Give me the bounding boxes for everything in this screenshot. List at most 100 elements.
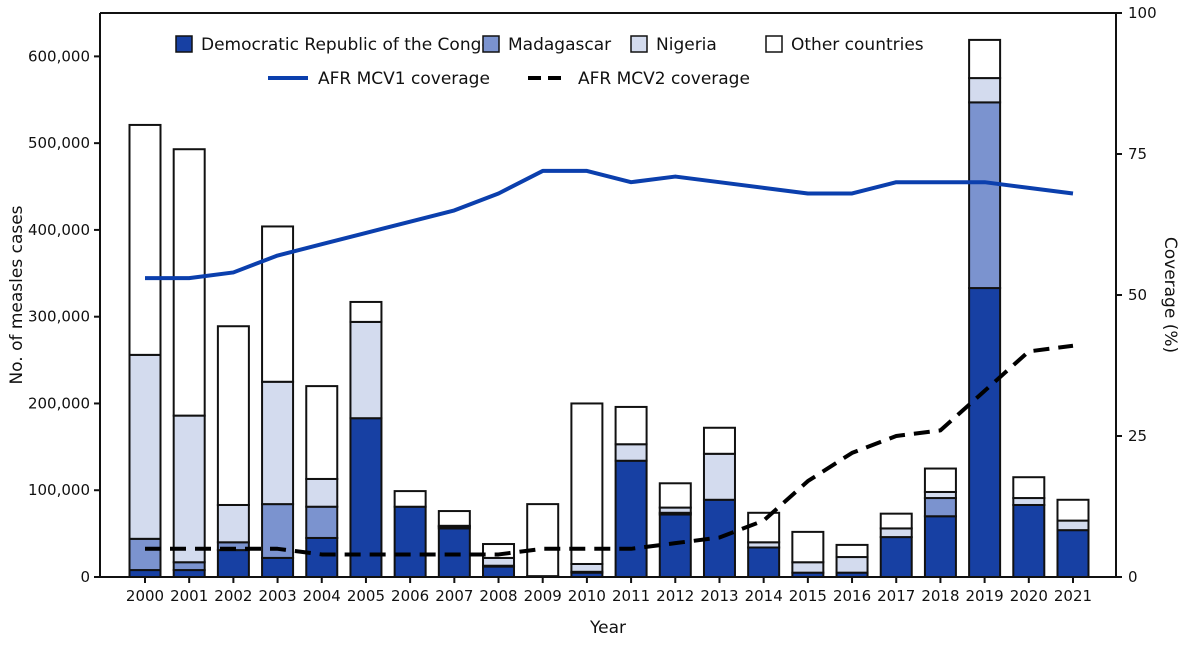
bar-segment-democratic-republic-of-the-congo-2003 [261, 556, 295, 578]
y2-tick-label: 25 [1128, 427, 1147, 445]
bar-segment-madagascar-2004 [305, 505, 339, 539]
bar-segment-democratic-republic-of-the-congo-2002 [216, 549, 250, 579]
bar-segment-democratic-republic-of-the-congo-2004 [305, 536, 339, 579]
bar-segment-madagascar-2019 [968, 101, 1002, 290]
legend-label: AFR MCV1 coverage [318, 69, 490, 89]
legend-label: Other countries [791, 35, 924, 55]
bar-segment-nigeria-2004 [305, 477, 339, 508]
x-tick-label: 2004 [303, 587, 341, 605]
y2-axis-title: Coverage (%) [1160, 237, 1180, 353]
bar-segment-other-countries-2010 [570, 402, 604, 565]
y-tick-label: 400,000 [28, 221, 90, 239]
x-tick-label: 2011 [612, 587, 650, 605]
axes-layer: 0 100,000 200,000 300,000 400,000 500,000 600,… [28, 4, 1157, 605]
bar-segment-other-countries-2004 [305, 385, 339, 480]
x-tick-label: 2009 [524, 587, 562, 605]
bar-segment-nigeria-2021 [1056, 519, 1090, 532]
y2-tick-label: 50 [1128, 286, 1147, 304]
bar-segment-other-countries-2011 [614, 405, 648, 446]
x-tick-label: 2000 [126, 587, 164, 605]
legend-label: Nigeria [656, 35, 717, 55]
legend-swatch-1 [482, 35, 500, 53]
bar-segment-nigeria-2002 [216, 503, 250, 544]
x-tick-label: 2015 [789, 587, 827, 605]
bar-segment-other-countries-2005 [349, 300, 383, 323]
bars-layer [128, 38, 1090, 579]
bar-segment-democratic-republic-of-the-congo-2020 [1012, 503, 1046, 578]
bar-segment-nigeria-2016 [835, 556, 869, 574]
x-tick-label: 2017 [877, 587, 915, 605]
y-tick-label: 0 [80, 568, 90, 586]
lines-layer [145, 168, 1074, 557]
bar-segment-nigeria-2011 [614, 443, 648, 462]
bar-segment-other-countries-2013 [702, 426, 736, 455]
bar-segment-madagascar-2018 [923, 497, 957, 518]
bar-segment-democratic-republic-of-the-congo-2000 [128, 569, 162, 579]
bar-segment-other-countries-2015 [791, 530, 825, 564]
bar-segment-nigeria-2020 [1012, 497, 1046, 506]
legend-swatch-2 [630, 35, 648, 53]
bar-segment-other-countries-2018 [923, 467, 957, 493]
bar-segment-democratic-republic-of-the-congo-2018 [923, 515, 957, 578]
bar-segment-nigeria-2013 [702, 452, 736, 501]
bar-segment-other-countries-2000 [128, 123, 162, 356]
x-tick-label: 2018 [921, 587, 959, 605]
y2-tick-label: 0 [1128, 568, 1138, 586]
x-axis-title: Year [589, 618, 626, 638]
y-tick-label: 600,000 [28, 47, 90, 65]
bar-segment-democratic-republic-of-the-congo-2021 [1056, 529, 1090, 578]
bar-segment-nigeria-2015 [791, 561, 825, 574]
bar-segment-other-countries-2002 [216, 325, 250, 506]
bar-segment-democratic-republic-of-the-congo-2001 [172, 569, 206, 579]
y-tick-label: 200,000 [28, 394, 90, 412]
y-tick-label: 500,000 [28, 134, 90, 152]
bar-segment-other-countries-2014 [747, 511, 781, 544]
bar-segment-nigeria-2003 [261, 380, 295, 506]
y-axis-title: No. of measles cases [7, 205, 27, 384]
bar-segment-nigeria-2005 [349, 320, 383, 420]
mcv1-coverage-line [145, 168, 1074, 281]
x-tick-label: 2012 [656, 587, 694, 605]
x-tick-label: 2020 [1010, 587, 1048, 605]
bar-segment-other-countries-2021 [1056, 498, 1090, 522]
x-tick-label: 2001 [170, 587, 208, 605]
bar-segment-other-countries-2016 [835, 543, 869, 559]
x-tick-label: 2003 [258, 587, 296, 605]
x-tick-label: 2006 [391, 587, 429, 605]
bar-segment-democratic-republic-of-the-congo-2019 [968, 287, 1002, 578]
bar-segment-nigeria-2008 [482, 556, 516, 567]
legend-swatch-0 [175, 35, 193, 53]
bar-segment-nigeria-2010 [570, 562, 604, 573]
bar-segment-other-countries-2006 [393, 490, 427, 508]
bar-segment-democratic-republic-of-the-congo-2011 [614, 459, 648, 578]
bar-segment-nigeria-2017 [879, 527, 913, 539]
bar-segment-other-countries-2007 [437, 510, 471, 527]
bar-segment-nigeria-2019 [968, 77, 1002, 104]
bar-segment-other-countries-2012 [658, 482, 692, 509]
legend-label: AFR MCV2 coverage [578, 69, 750, 89]
bar-segment-democratic-republic-of-the-congo-2012 [658, 513, 692, 579]
bar-segment-other-countries-2020 [1012, 476, 1046, 500]
x-tick-label: 2008 [479, 587, 517, 605]
bar-segment-democratic-republic-of-the-congo-2017 [879, 536, 913, 579]
y2-tick-label: 100 [1128, 4, 1157, 22]
x-tick-label: 2002 [214, 587, 252, 605]
bar-segment-nigeria-2000 [128, 353, 162, 540]
x-tick-label: 2010 [568, 587, 606, 605]
x-tick-label: 2007 [435, 587, 473, 605]
bar-segment-other-countries-2001 [172, 148, 206, 417]
legend-swatch-3 [765, 35, 783, 53]
x-tick-label: 2005 [347, 587, 385, 605]
legend-label: Madagascar [508, 35, 611, 55]
bar-segment-other-countries-2017 [879, 512, 913, 530]
bar-segment-other-countries-2019 [968, 38, 1002, 80]
bar-segment-madagascar-2001 [172, 561, 206, 572]
bar-segment-other-countries-2003 [261, 225, 295, 383]
x-tick-label: 2019 [966, 587, 1004, 605]
bar-segment-other-countries-2009 [526, 503, 560, 578]
bar-segment-democratic-republic-of-the-congo-2014 [747, 546, 781, 579]
y-tick-label: 300,000 [28, 308, 90, 326]
legend: Democratic Republic of the Congo Madagasc… [175, 35, 924, 89]
bar-segment-democratic-republic-of-the-congo-2006 [393, 505, 427, 578]
